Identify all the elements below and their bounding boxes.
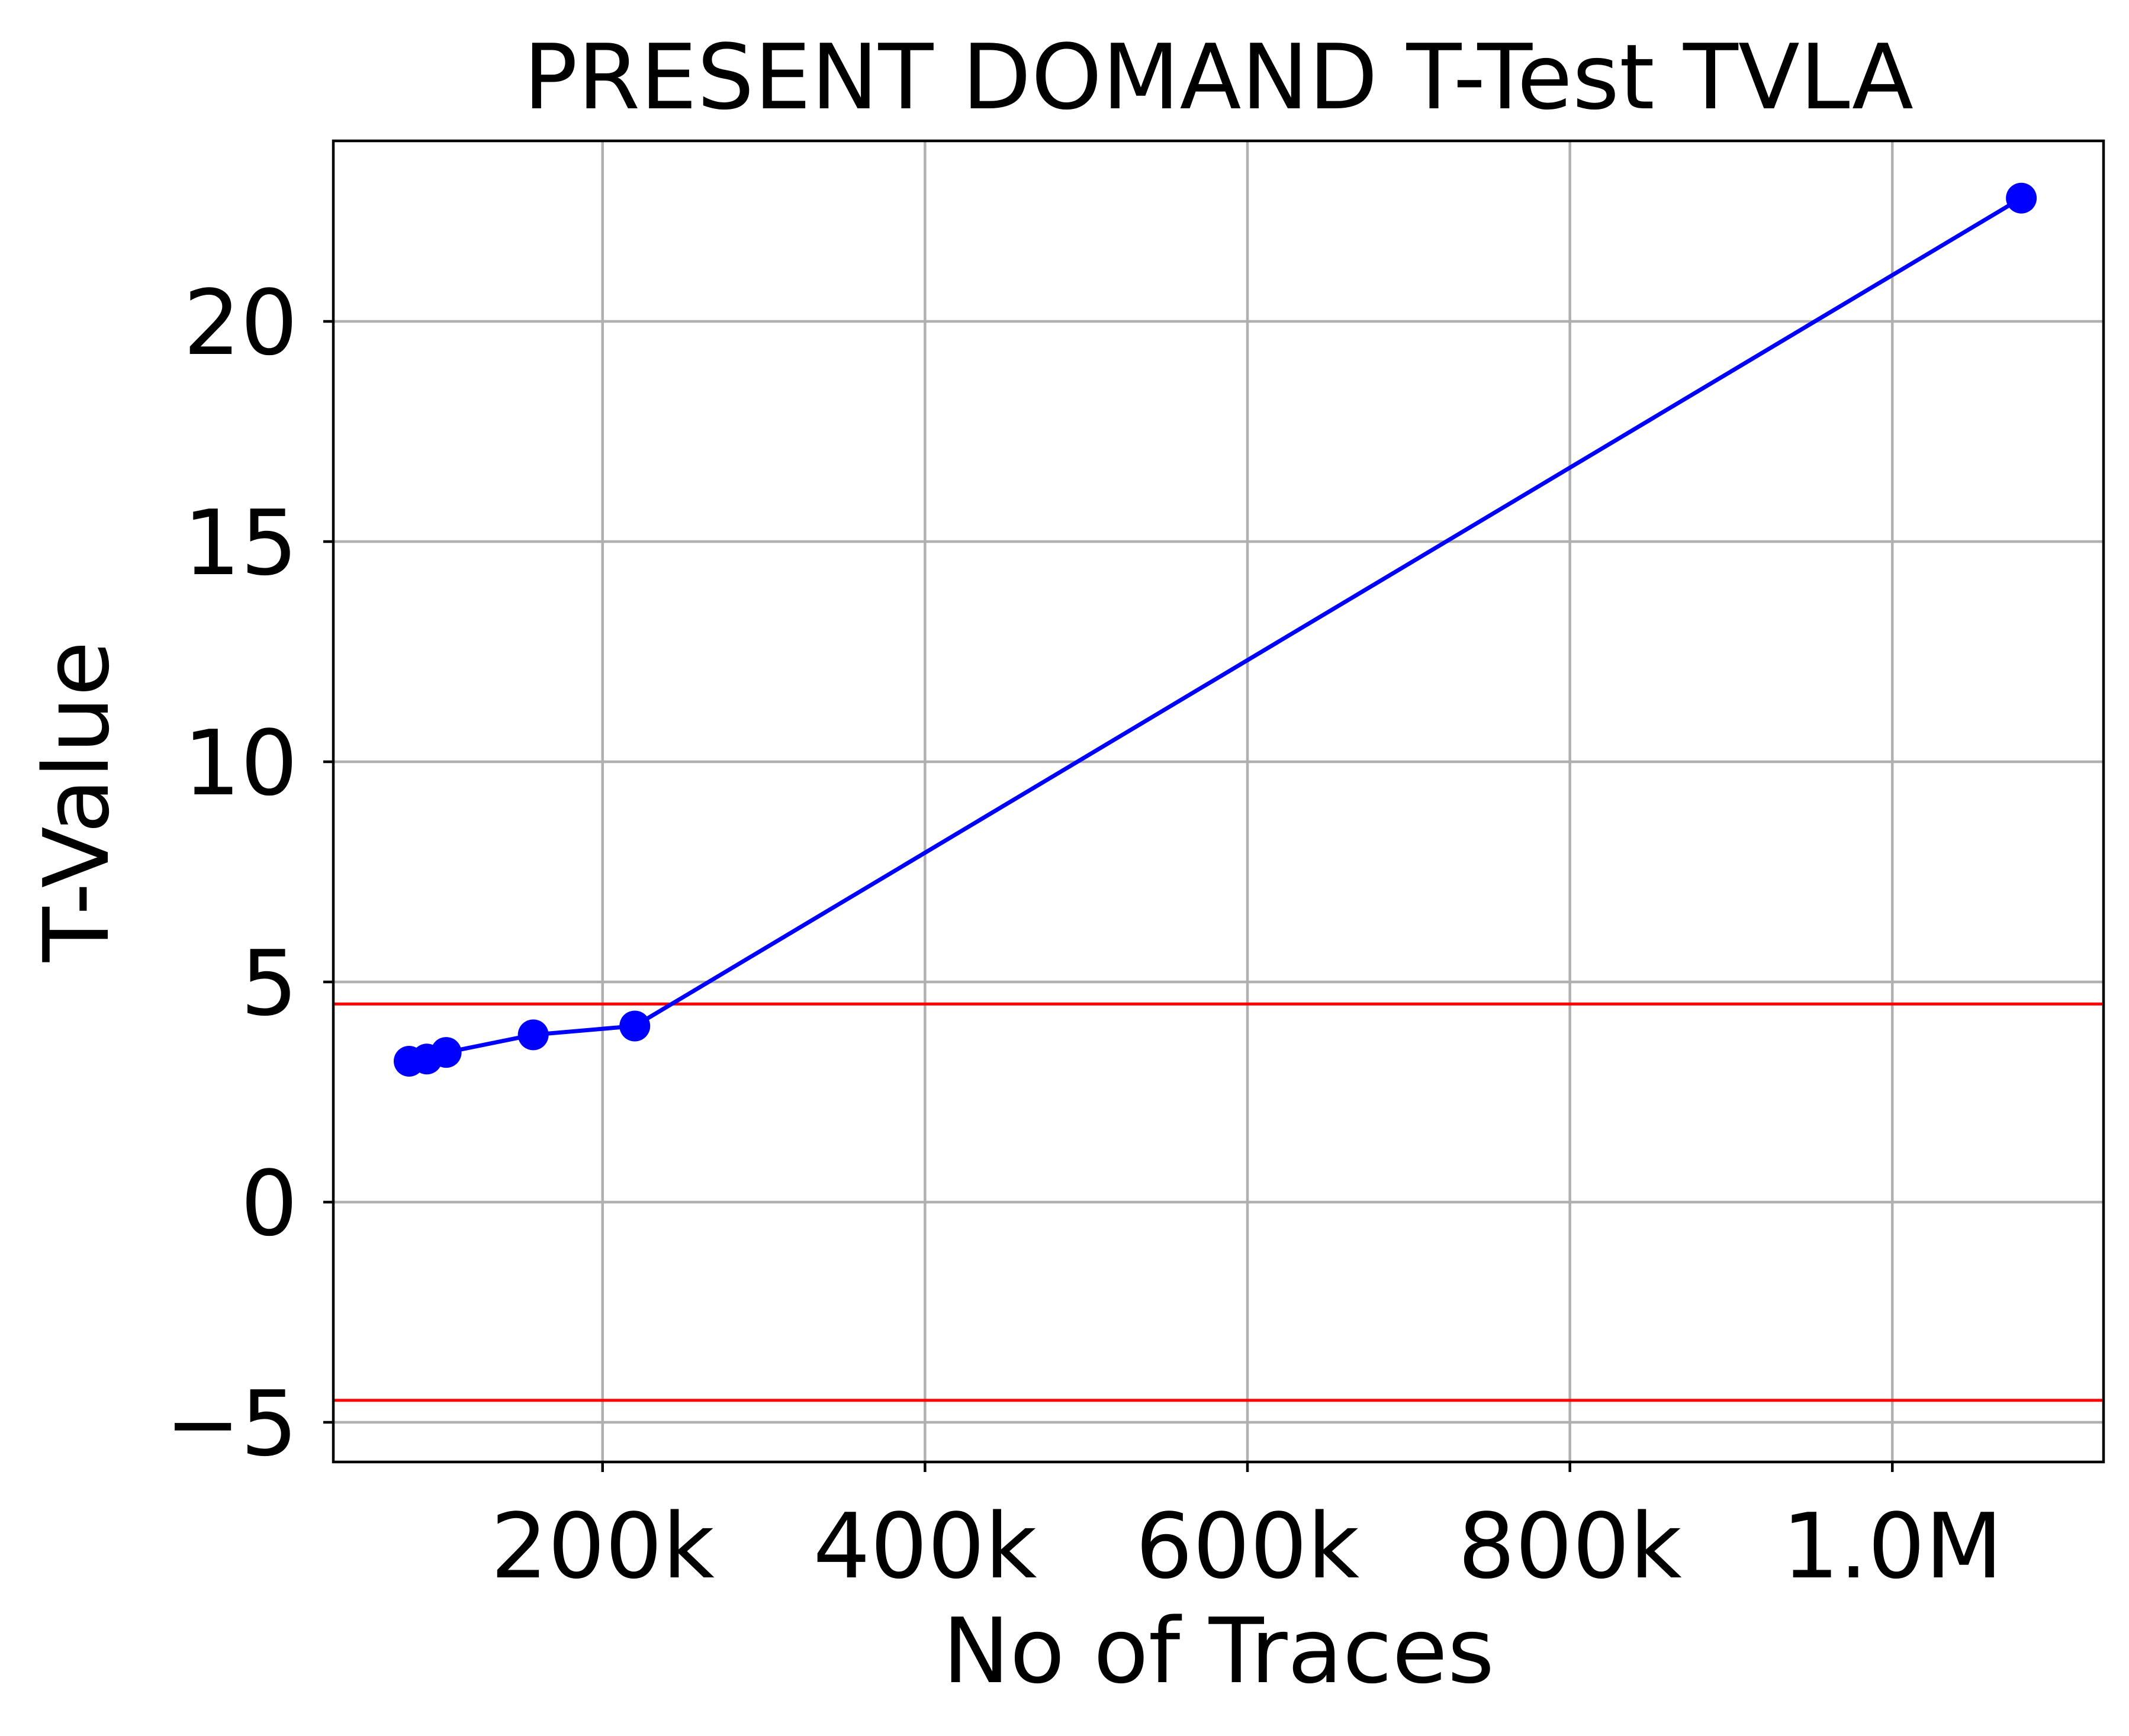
- plot-frame: [332, 139, 2105, 1464]
- x-tick-label: 200k: [491, 1494, 715, 1599]
- y-tick-label: 15: [184, 491, 298, 595]
- x-axis-label: No of Traces: [943, 1599, 1494, 1703]
- ticks: 200k 400k 600k 800k 1.0M −5 0 5 10 15 20: [165, 270, 2003, 1599]
- y-axis-label: T-Value: [24, 641, 129, 962]
- y-tick-label: 20: [184, 270, 298, 375]
- x-tick-label: 600k: [1136, 1494, 1359, 1599]
- y-tick-label: 0: [240, 1151, 298, 1256]
- y-tick-label: −5: [165, 1371, 298, 1476]
- data-point: [430, 1037, 462, 1068]
- x-tick-label: 800k: [1458, 1494, 1682, 1599]
- y-tick-label: 10: [184, 711, 298, 816]
- data-point: [619, 1010, 651, 1042]
- y-tick-label: 5: [240, 931, 298, 1036]
- threshold-lines: [333, 1002, 2104, 1402]
- data-point: [517, 1019, 549, 1051]
- x-tick-label: 400k: [813, 1494, 1037, 1599]
- x-tick-label: 1.0M: [1782, 1494, 2003, 1599]
- data-point: [2006, 182, 2037, 214]
- chart-title: PRESENT DOMAND T-Test TVLA: [523, 25, 1913, 130]
- grid: [333, 141, 2104, 1462]
- series-layer: [393, 182, 2037, 1077]
